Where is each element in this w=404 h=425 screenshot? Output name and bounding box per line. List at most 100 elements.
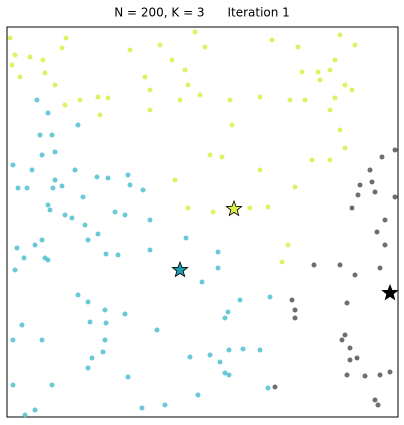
point — [207, 352, 213, 358]
point — [75, 122, 81, 128]
point — [7, 35, 13, 41]
point — [225, 309, 231, 315]
point — [122, 311, 128, 317]
point — [125, 172, 131, 178]
point — [100, 349, 106, 355]
point — [47, 207, 53, 213]
point — [347, 357, 353, 363]
point — [344, 372, 350, 378]
point — [387, 369, 393, 375]
point — [95, 231, 101, 237]
point — [362, 373, 368, 379]
point — [154, 327, 160, 333]
point — [72, 167, 78, 173]
point — [299, 69, 305, 75]
point — [185, 82, 191, 88]
point — [344, 300, 350, 306]
point — [392, 147, 398, 153]
point — [85, 299, 91, 305]
point — [227, 97, 233, 103]
point — [122, 212, 128, 218]
point — [292, 184, 298, 190]
point — [317, 77, 323, 83]
point — [29, 167, 35, 173]
point — [379, 154, 385, 160]
point — [62, 102, 68, 108]
point — [80, 194, 86, 200]
centroid — [225, 199, 243, 217]
point — [215, 265, 221, 271]
point — [202, 44, 208, 50]
point — [207, 152, 213, 158]
point — [247, 205, 253, 211]
point — [369, 179, 375, 185]
point — [269, 37, 275, 43]
point — [226, 347, 232, 353]
point — [32, 242, 38, 248]
point — [95, 94, 101, 100]
point — [37, 132, 43, 138]
point — [337, 32, 343, 38]
point — [222, 315, 228, 321]
point — [69, 215, 75, 221]
point — [327, 67, 333, 73]
point — [267, 294, 273, 300]
point — [352, 272, 358, 278]
point — [19, 322, 25, 328]
point — [45, 257, 51, 263]
point — [103, 320, 109, 326]
point — [139, 405, 145, 411]
point — [172, 177, 178, 183]
point — [183, 235, 189, 241]
point — [372, 189, 378, 195]
point — [147, 87, 153, 93]
point — [40, 57, 46, 63]
point — [210, 209, 216, 215]
point — [162, 402, 168, 408]
point — [309, 157, 315, 163]
point — [14, 245, 20, 251]
point — [215, 249, 221, 255]
point — [21, 255, 27, 261]
point — [295, 44, 301, 50]
point — [24, 185, 30, 191]
point — [39, 152, 45, 158]
point — [349, 87, 355, 93]
point — [352, 42, 358, 48]
point — [237, 297, 243, 303]
point — [147, 217, 153, 223]
point — [45, 110, 51, 116]
point — [302, 97, 308, 103]
point — [327, 107, 333, 113]
point — [15, 185, 21, 191]
point — [32, 407, 38, 413]
point — [39, 337, 45, 343]
point — [39, 237, 45, 243]
point — [377, 265, 383, 271]
point — [337, 262, 343, 268]
point — [127, 47, 133, 53]
point — [382, 242, 388, 248]
point — [82, 222, 88, 228]
point — [187, 354, 193, 360]
point — [332, 95, 338, 101]
point — [199, 279, 205, 285]
point — [85, 365, 91, 371]
point — [257, 347, 263, 353]
point — [12, 52, 18, 58]
point — [49, 382, 55, 388]
point — [240, 346, 246, 352]
point — [337, 127, 343, 133]
point — [185, 205, 191, 211]
point — [355, 192, 361, 198]
point — [87, 319, 93, 325]
point — [52, 82, 58, 88]
point — [63, 35, 69, 41]
point — [105, 95, 111, 101]
centroid — [171, 260, 189, 278]
point — [10, 162, 16, 168]
point — [339, 337, 345, 343]
point — [327, 157, 333, 163]
